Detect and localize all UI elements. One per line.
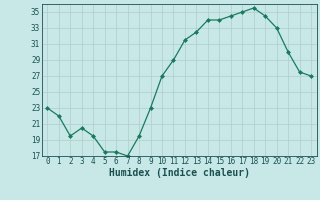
X-axis label: Humidex (Indice chaleur): Humidex (Indice chaleur) — [109, 168, 250, 178]
